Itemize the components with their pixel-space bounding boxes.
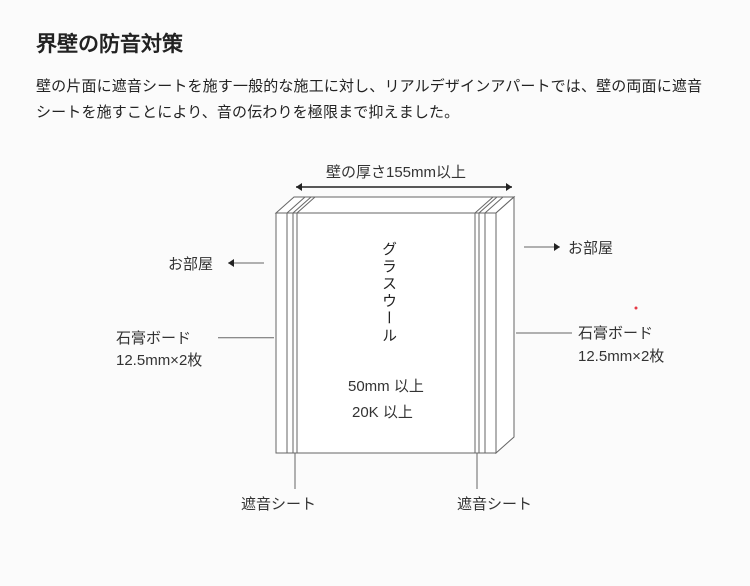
sound-sheet-label-left: 遮音シート (241, 493, 316, 514)
gypsum-board-label-right: 石膏ボード 12.5mm×2枚 (578, 323, 664, 368)
gypsum-board-label-left: 石膏ボード 12.5mm×2枚 (116, 328, 202, 373)
description: 壁の片面に遮音シートを施す一般的な施工に対し、リアルデザインアパートでは、壁の両… (36, 74, 714, 125)
glasswool-spec-1: 50mm 以上 (348, 375, 424, 396)
gypsum-line1-left: 石膏ボード (116, 330, 191, 347)
page-title: 界壁の防音対策 (36, 28, 714, 58)
room-label-left: お部屋 (168, 253, 213, 274)
gypsum-line1-right: 石膏ボード (578, 325, 653, 342)
wall-diagram: 壁の厚さ155mm以上 お部屋 お部屋 石膏ボード 12.5mm×2枚 石膏ボー… (36, 153, 714, 533)
gypsum-line2-left: 12.5mm×2枚 (116, 352, 202, 369)
room-label-right: お部屋 (568, 237, 613, 258)
thickness-label: 壁の厚さ155mm以上 (326, 161, 466, 182)
sound-sheet-label-right: 遮音シート (457, 493, 532, 514)
glasswool-label: グラスウール (378, 241, 399, 345)
gypsum-line2-right: 12.5mm×2枚 (578, 348, 664, 365)
glasswool-spec-2: 20K 以上 (352, 401, 413, 422)
